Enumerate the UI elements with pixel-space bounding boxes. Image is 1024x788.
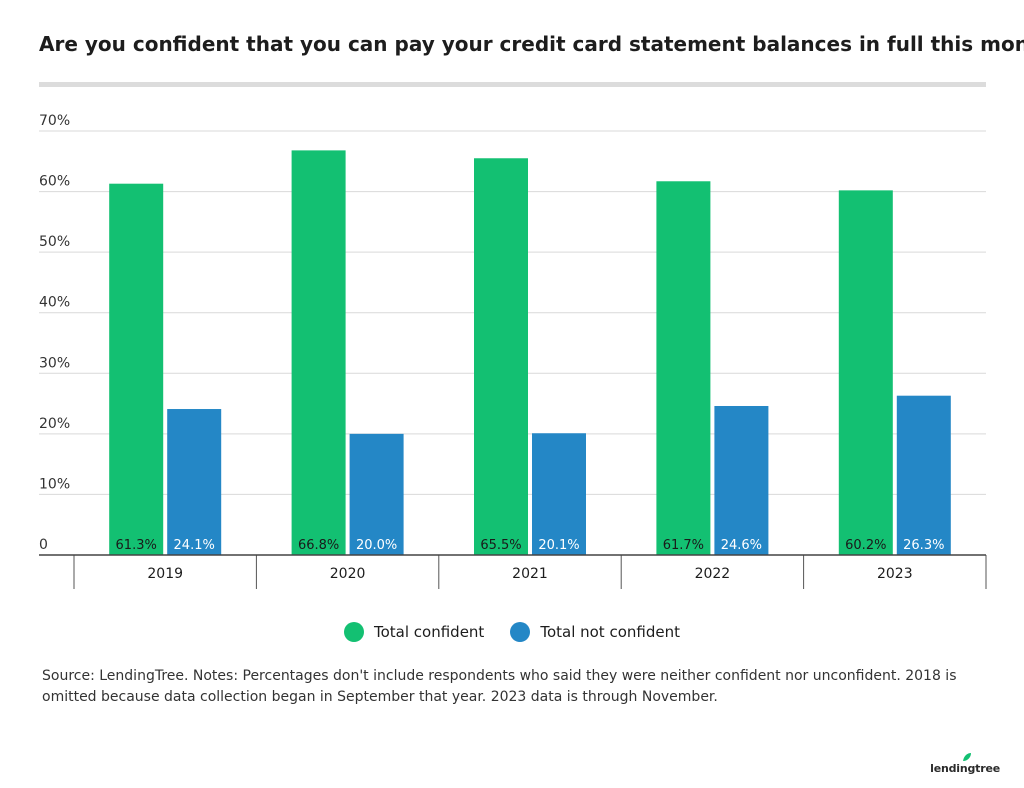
legend-item-not-confident: Total not confident: [510, 622, 680, 642]
data-label: 61.3%: [116, 538, 157, 553]
bar-confident: [838, 190, 893, 556]
x-tick-label: 2020: [330, 566, 366, 582]
legend-label-confident: Total confident: [374, 623, 485, 641]
bar-not-confident: [896, 395, 951, 555]
data-label: 60.2%: [845, 538, 886, 553]
chart-title: Are you confident that you can pay your …: [39, 32, 1024, 56]
data-label: 66.8%: [298, 538, 339, 553]
y-tick-label: 40%: [39, 295, 70, 311]
bar-not-confident: [349, 433, 404, 555]
data-label: 65.5%: [480, 538, 521, 553]
bar-not-confident: [532, 433, 586, 555]
data-label: 24.6%: [721, 538, 762, 553]
bar-not-confident: [714, 405, 769, 555]
y-tick-label: 0: [39, 537, 48, 553]
data-label: 61.7%: [663, 538, 704, 553]
x-tick-label: 2021: [512, 566, 548, 582]
leaf-icon: [963, 753, 971, 761]
legend-item-confident: Total confident: [344, 622, 484, 642]
legend-swatch-not-confident: [510, 622, 531, 642]
x-tick-label: 2023: [877, 566, 913, 582]
y-tick-label: 30%: [39, 355, 70, 371]
source-footnote: Source: LendingTree. Notes: Percentages …: [42, 668, 957, 705]
y-tick-label: 20%: [39, 416, 70, 432]
y-tick-label: 70%: [39, 113, 70, 129]
brand-logo: lendingtree: [930, 762, 1000, 775]
bar-confident: [474, 158, 528, 555]
data-label: 20.0%: [356, 538, 397, 553]
y-tick-label: 50%: [39, 234, 70, 250]
legend-label-not-confident: Total not confident: [540, 623, 680, 641]
bar-confident: [656, 181, 711, 555]
data-label: 20.1%: [538, 538, 579, 553]
bar-confident: [291, 150, 346, 555]
x-tick-label: 2019: [147, 566, 183, 582]
chart-legend: Total confident Total not confident: [0, 618, 1024, 646]
bar-confident: [109, 183, 164, 555]
bar-not-confident: [167, 409, 222, 555]
data-label: 24.1%: [174, 538, 215, 553]
y-tick-label: 10%: [39, 476, 70, 492]
y-tick-label: 60%: [39, 174, 70, 190]
title-divider: [39, 82, 986, 87]
legend-swatch-confident: [344, 622, 364, 642]
x-tick-label: 2022: [695, 566, 731, 582]
data-label: 26.3%: [903, 538, 944, 553]
